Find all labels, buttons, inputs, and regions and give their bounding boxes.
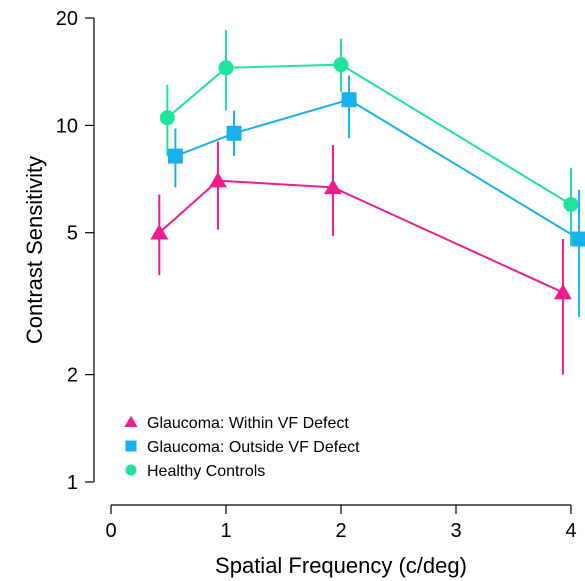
- series-3-line: [166, 63, 572, 206]
- series-2-point-3: [341, 92, 357, 108]
- y-tick-label-10: 10: [56, 115, 78, 137]
- series-3-point-1: [159, 110, 175, 126]
- series-3: [159, 30, 579, 246]
- series-3-point-2: [218, 60, 234, 76]
- y-axis-title: Contrast Sensitivity: [22, 156, 47, 344]
- y-tick-label-1: 1: [67, 472, 78, 494]
- y-tick-label-5: 5: [67, 223, 78, 245]
- series-2-line: [175, 98, 580, 240]
- legend-label-2: Glaucoma: Outside VF Defect: [147, 439, 360, 456]
- series-2-point-4: [571, 231, 585, 247]
- axes: 0 1 2 3 4 1 2 5 10 20: [56, 8, 577, 542]
- series-1-point-4: [553, 283, 572, 300]
- legend-label-1: Glaucoma: Within VF Defect: [147, 415, 349, 432]
- series-3-point-3: [333, 57, 349, 73]
- x-axis-title: Spatial Frequency (c/deg): [215, 553, 467, 578]
- series-1-point-3: [323, 178, 342, 195]
- series-2: [167, 75, 585, 318]
- legend-label-3: Healthy Controls: [147, 463, 265, 480]
- series-1-line: [158, 179, 564, 294]
- series-2-point-2: [226, 125, 242, 141]
- series-1: [150, 141, 572, 375]
- series-3-point-4: [563, 196, 579, 212]
- series-2-point-1: [167, 148, 183, 164]
- x-tick-label-2: 2: [335, 520, 346, 542]
- x-tick-label-3: 3: [450, 520, 461, 542]
- legend: Glaucoma: Within VF Defect Glaucoma: Outs…: [124, 415, 360, 480]
- x-tick-label-0: 0: [105, 520, 116, 542]
- legend-marker-2: [125, 440, 137, 452]
- x-tick-label-4: 4: [565, 520, 576, 542]
- series-layer: [150, 30, 585, 375]
- series-1-point-1: [150, 224, 169, 240]
- y-tick-label-2: 2: [67, 365, 78, 387]
- legend-marker-3: [125, 464, 137, 476]
- y-tick-label-20: 20: [56, 8, 78, 30]
- legend-marker-1: [124, 415, 138, 427]
- series-1-point-2: [208, 172, 227, 188]
- x-tick-label-1: 1: [220, 520, 231, 542]
